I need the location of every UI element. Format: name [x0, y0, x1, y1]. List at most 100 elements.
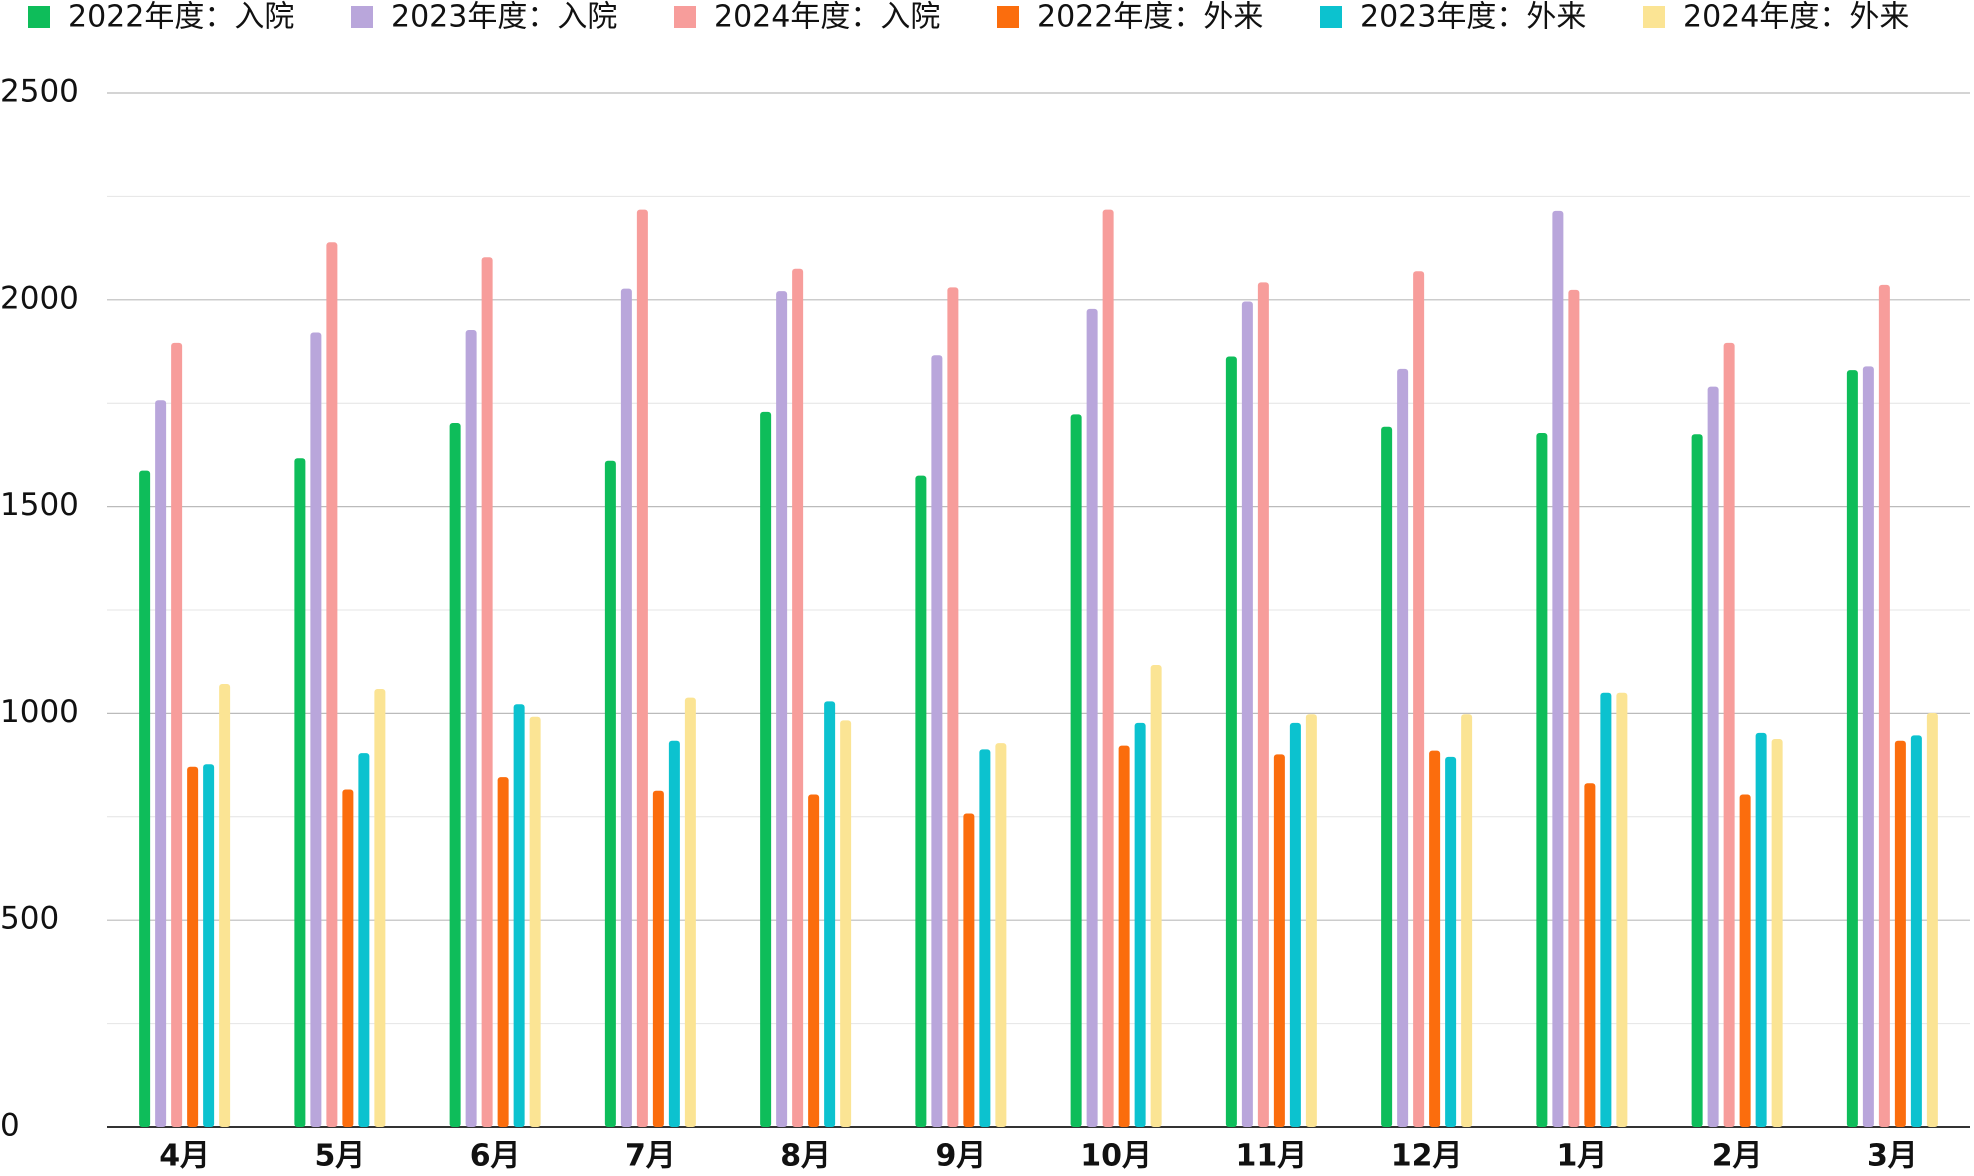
bar: [1429, 750, 1441, 1127]
bar: [139, 470, 151, 1127]
bar: [1894, 740, 1906, 1127]
legend-label: 2022年度：外来: [1037, 0, 1263, 35]
x-tick-label: 8月: [780, 1139, 831, 1174]
legend-label: 2024年度：入院: [714, 0, 940, 35]
bar: [497, 777, 509, 1127]
bar: [1616, 692, 1628, 1127]
bar: [1397, 368, 1409, 1127]
x-tick-label: 9月: [935, 1139, 986, 1174]
legend-label: 2023年度：外来: [1360, 0, 1586, 35]
legend-swatch: [997, 6, 1019, 28]
legend-label: 2022年度：入院: [68, 0, 294, 35]
legend-swatch: [674, 6, 696, 28]
bar: [358, 753, 370, 1127]
x-tick-label: 11月: [1236, 1139, 1308, 1174]
bar: [1102, 209, 1114, 1127]
bar: [1691, 434, 1703, 1128]
bar: [1600, 692, 1612, 1127]
bar: [1552, 210, 1564, 1128]
bar: [947, 287, 959, 1128]
bar: [374, 688, 386, 1127]
y-tick-label: 2000: [0, 280, 79, 316]
bar: [1257, 282, 1269, 1127]
bar: [684, 697, 696, 1127]
bar: [1289, 722, 1301, 1127]
bar: [995, 743, 1007, 1127]
legend-swatch: [351, 6, 373, 28]
bar: [931, 355, 943, 1127]
bar: [171, 342, 183, 1127]
y-tick-label: 1500: [0, 487, 79, 523]
bar: [1413, 271, 1425, 1127]
bar: [1568, 289, 1580, 1127]
bar: [636, 209, 648, 1127]
bar: [1723, 342, 1735, 1127]
bar: [187, 766, 199, 1127]
bar: [1862, 366, 1874, 1127]
x-tick-label: 1月: [1556, 1139, 1607, 1174]
bar: [620, 288, 632, 1127]
bar: [1536, 432, 1548, 1127]
x-tick-label: 4月: [159, 1139, 210, 1174]
bar: [1118, 745, 1130, 1127]
bar: [915, 475, 927, 1128]
bar: [294, 458, 306, 1127]
legend-swatch: [1643, 6, 1665, 28]
bar: [808, 794, 820, 1127]
bar: [1771, 739, 1783, 1127]
bar: [652, 790, 664, 1127]
bar: [1926, 712, 1938, 1127]
bar: [465, 329, 477, 1127]
legend-swatch: [1320, 6, 1342, 28]
bar: [326, 242, 338, 1128]
bar: [824, 701, 836, 1127]
bar: [1225, 356, 1237, 1127]
legend-label: 2024年度：外来: [1683, 0, 1909, 35]
bar: [481, 257, 493, 1127]
bar: [1755, 732, 1767, 1127]
bar: [1273, 754, 1285, 1127]
x-tick-label: 7月: [625, 1139, 676, 1174]
x-tick-label: 6月: [470, 1139, 521, 1174]
bar: [840, 720, 852, 1127]
y-tick-label: 500: [0, 901, 59, 937]
x-tick-label: 2月: [1712, 1139, 1763, 1174]
bar: [1910, 735, 1922, 1127]
bar: [155, 400, 167, 1127]
x-tick-label: 10月: [1080, 1139, 1152, 1174]
bar: [1241, 301, 1253, 1127]
bar: [203, 764, 215, 1127]
bar: [1150, 665, 1162, 1127]
bar: [1445, 756, 1457, 1127]
legend-label: 2023年度：入院: [391, 0, 617, 35]
bar: [529, 716, 541, 1127]
bar: [513, 704, 525, 1127]
bar: [1381, 426, 1393, 1127]
x-tick-label: 3月: [1867, 1139, 1918, 1174]
bar: [1846, 370, 1858, 1127]
bar: [1070, 414, 1082, 1127]
bar: [760, 411, 772, 1127]
bar: [668, 740, 680, 1127]
bar: [449, 423, 461, 1127]
bar: [342, 789, 354, 1127]
bar: [963, 813, 975, 1127]
bar: [792, 268, 804, 1127]
x-tick-label: 12月: [1391, 1139, 1463, 1174]
y-tick-label: 2500: [0, 74, 79, 110]
bar: [219, 684, 231, 1127]
legend-swatch: [28, 6, 50, 28]
bar: [1461, 714, 1473, 1127]
y-tick-label: 0: [0, 1108, 20, 1144]
y-tick-label: 1000: [0, 694, 79, 730]
bar: [979, 749, 991, 1127]
bar: [776, 291, 788, 1128]
bar: [1086, 308, 1098, 1128]
bar: [1739, 794, 1751, 1127]
bar: [1134, 722, 1146, 1127]
bar: [604, 460, 616, 1127]
bar: [1707, 386, 1719, 1127]
bar: [310, 332, 322, 1128]
bar: [1305, 714, 1317, 1127]
